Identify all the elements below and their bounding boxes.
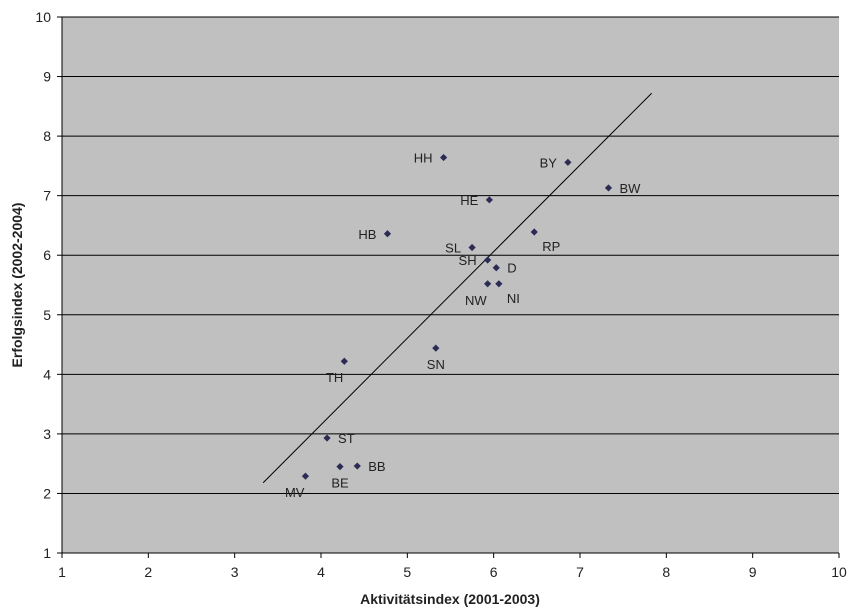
y-tick-label: 1 bbox=[43, 545, 51, 561]
x-tick-label: 4 bbox=[317, 564, 325, 580]
y-tick-label: 8 bbox=[43, 128, 51, 144]
x-tick-label: 3 bbox=[231, 564, 239, 580]
y-tick-label: 10 bbox=[35, 9, 51, 25]
point-label-he: HE bbox=[460, 193, 478, 208]
data-point-by bbox=[564, 158, 572, 166]
point-label-ni: NI bbox=[507, 291, 520, 306]
data-point-sl bbox=[468, 243, 476, 252]
x-tick-label: 10 bbox=[831, 564, 847, 580]
point-label-st: ST bbox=[338, 431, 355, 446]
point-label-bb: BB bbox=[368, 459, 385, 474]
point-label-hh: HH bbox=[414, 151, 433, 166]
x-tick-label: 8 bbox=[662, 564, 670, 580]
data-point-hh bbox=[439, 153, 448, 162]
data-point-sn bbox=[432, 344, 440, 352]
x-axis-title: Aktivitätsindex (2001-2003) bbox=[360, 591, 540, 607]
point-label-sn: SN bbox=[427, 357, 445, 372]
axes: 1 2 3 4 5 6 7 8 9 10 1 2 3 4 5 6 7 8 9 10 bbox=[35, 9, 847, 580]
data-point-nw bbox=[484, 280, 492, 288]
y-tick-label: 5 bbox=[43, 307, 51, 323]
y-tick-label: 2 bbox=[43, 485, 51, 501]
data-point-mv bbox=[301, 472, 310, 480]
data-point-sh bbox=[484, 256, 492, 264]
data-point-rp bbox=[530, 228, 538, 236]
y-tick-label: 6 bbox=[43, 247, 51, 263]
data-point-st bbox=[323, 434, 331, 442]
data-point-hb bbox=[383, 230, 392, 238]
point-label-by: BY bbox=[540, 155, 558, 170]
plot-area bbox=[62, 17, 839, 553]
y-axis-title: Erfolgsindex (2002-2004) bbox=[9, 203, 25, 368]
trendline bbox=[262, 92, 653, 484]
x-tick-label: 2 bbox=[144, 564, 152, 580]
data-point-th bbox=[340, 357, 348, 365]
data-point-he bbox=[485, 196, 493, 204]
x-tick-label: 5 bbox=[403, 564, 411, 580]
point-label-mv: MV bbox=[285, 485, 305, 500]
point-label-bw: BW bbox=[619, 181, 641, 196]
x-tick-label: 6 bbox=[490, 564, 498, 580]
point-label-rp: RP bbox=[542, 239, 560, 254]
data-point-bb bbox=[353, 462, 361, 470]
point-label-be: BE bbox=[331, 476, 349, 491]
data-point-ni bbox=[495, 280, 503, 288]
y-tick-label: 7 bbox=[43, 188, 51, 204]
data-point-d bbox=[492, 264, 500, 272]
y-tick-label: 3 bbox=[43, 426, 51, 442]
trendline-group bbox=[262, 92, 653, 484]
x-tick-label: 7 bbox=[576, 564, 584, 580]
data-point-be bbox=[336, 463, 344, 471]
y-tick-label: 4 bbox=[43, 366, 51, 382]
y-tick-label: 9 bbox=[43, 69, 51, 85]
point-label-d: D bbox=[507, 261, 516, 276]
data-point-bw bbox=[604, 184, 613, 192]
point-label-nw: NW bbox=[465, 293, 487, 308]
x-tick-label: 1 bbox=[58, 564, 66, 580]
point-label-hb: HB bbox=[358, 227, 376, 242]
data-points bbox=[301, 153, 613, 480]
x-tick-label: 9 bbox=[749, 564, 757, 580]
point-label-sl: SL bbox=[445, 240, 461, 255]
gridlines bbox=[62, 16, 839, 494]
point-label-sh: SH bbox=[459, 253, 477, 268]
point-label-th: TH bbox=[326, 370, 343, 385]
